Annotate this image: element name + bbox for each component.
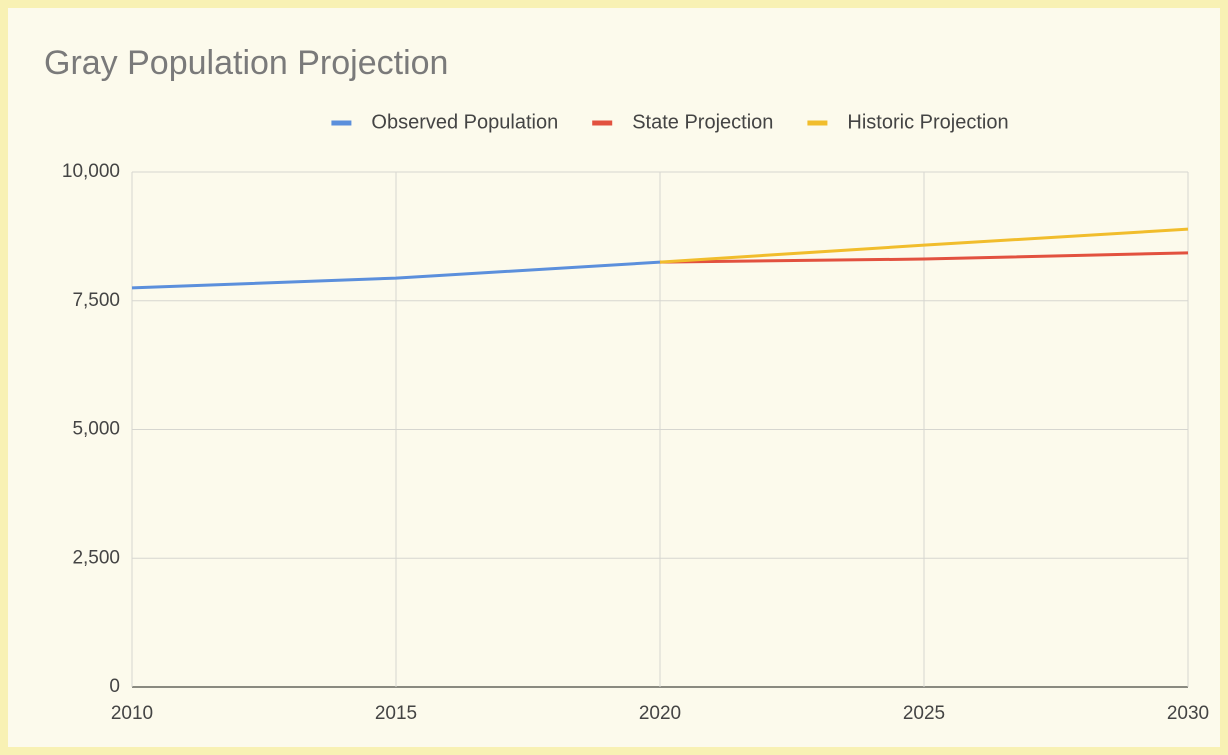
x-tick-label: 2015 bbox=[375, 703, 417, 724]
legend-label: Historic Projection bbox=[847, 111, 1008, 133]
series-line bbox=[659, 251, 1189, 264]
y-tick-label: 0 bbox=[109, 676, 120, 697]
chart-frame bbox=[8, 8, 1220, 747]
legend-label: State Projection bbox=[632, 111, 773, 133]
y-tick-label: 2,500 bbox=[72, 547, 120, 568]
y-tick-label: 5,000 bbox=[72, 419, 120, 440]
legend-label: Observed Population bbox=[371, 111, 558, 133]
x-tick-label: 2020 bbox=[639, 703, 681, 724]
x-tick-label: 2010 bbox=[111, 703, 153, 724]
x-tick-label: 2030 bbox=[1167, 703, 1209, 724]
y-tick-label: 10,000 bbox=[62, 161, 120, 182]
chart-title: Gray Population Projection bbox=[44, 44, 448, 82]
y-tick-label: 7,500 bbox=[72, 290, 120, 311]
series-line bbox=[659, 227, 1189, 264]
series-line bbox=[131, 260, 661, 290]
x-tick-label: 2025 bbox=[903, 703, 945, 724]
